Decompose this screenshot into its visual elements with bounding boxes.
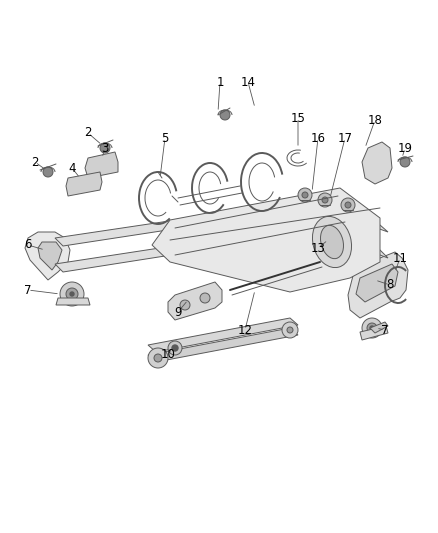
Circle shape <box>60 282 84 306</box>
Polygon shape <box>370 322 388 333</box>
Text: 8: 8 <box>386 279 394 292</box>
Circle shape <box>154 354 162 362</box>
Polygon shape <box>55 200 318 246</box>
Polygon shape <box>85 152 118 178</box>
Circle shape <box>400 157 410 167</box>
Text: 2: 2 <box>31 156 39 168</box>
Text: 16: 16 <box>311 132 325 144</box>
Polygon shape <box>56 298 90 305</box>
Text: 7: 7 <box>24 284 32 296</box>
Polygon shape <box>148 318 298 352</box>
Text: 4: 4 <box>68 161 76 174</box>
Text: 2: 2 <box>84 126 92 140</box>
Text: 11: 11 <box>392 252 407 264</box>
Circle shape <box>345 202 351 208</box>
Circle shape <box>362 318 382 338</box>
Polygon shape <box>168 282 222 320</box>
Text: 17: 17 <box>338 132 353 144</box>
Circle shape <box>148 348 168 368</box>
Ellipse shape <box>312 216 352 268</box>
Polygon shape <box>356 264 398 302</box>
Text: 1: 1 <box>216 76 224 88</box>
Circle shape <box>341 198 355 212</box>
Polygon shape <box>310 200 388 232</box>
Circle shape <box>282 322 298 338</box>
Text: 18: 18 <box>367 114 382 126</box>
Polygon shape <box>148 328 298 362</box>
Circle shape <box>370 326 374 330</box>
Text: 9: 9 <box>174 305 182 319</box>
Text: 13: 13 <box>311 241 325 254</box>
Polygon shape <box>360 326 388 340</box>
Polygon shape <box>55 225 318 272</box>
Text: 3: 3 <box>101 141 109 155</box>
Text: 14: 14 <box>240 76 255 88</box>
Polygon shape <box>348 252 408 318</box>
Circle shape <box>200 293 210 303</box>
Circle shape <box>43 167 53 177</box>
Circle shape <box>220 110 230 120</box>
Polygon shape <box>66 172 102 196</box>
Ellipse shape <box>321 225 343 259</box>
Circle shape <box>66 288 78 300</box>
Circle shape <box>168 341 182 355</box>
Text: 7: 7 <box>381 324 389 336</box>
Circle shape <box>322 197 328 203</box>
Circle shape <box>172 345 178 351</box>
Text: 6: 6 <box>24 238 32 252</box>
Polygon shape <box>152 188 380 292</box>
Circle shape <box>298 188 312 202</box>
Circle shape <box>180 300 190 310</box>
Polygon shape <box>38 242 62 270</box>
Circle shape <box>287 327 293 333</box>
Text: 19: 19 <box>398 141 413 155</box>
Polygon shape <box>25 232 70 280</box>
Polygon shape <box>310 225 388 258</box>
Circle shape <box>318 193 332 207</box>
Circle shape <box>302 192 308 198</box>
Circle shape <box>367 323 377 333</box>
Circle shape <box>100 143 110 153</box>
Polygon shape <box>362 142 392 184</box>
Text: 12: 12 <box>237 324 252 336</box>
Text: 5: 5 <box>161 132 169 144</box>
Circle shape <box>70 292 74 296</box>
Text: 15: 15 <box>290 111 305 125</box>
Text: 10: 10 <box>161 349 176 361</box>
